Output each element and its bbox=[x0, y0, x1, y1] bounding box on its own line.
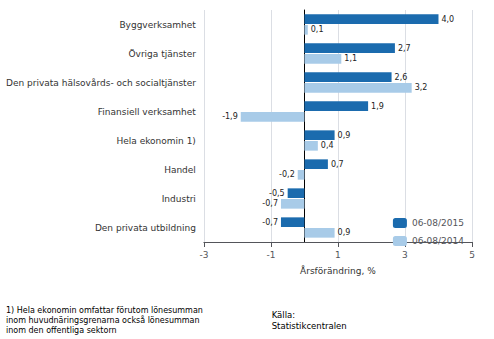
svg-text:Övriga tjänster: Övriga tjänster bbox=[128, 49, 196, 59]
svg-text:inom den offentliga sektorn: inom den offentliga sektorn bbox=[6, 326, 117, 335]
svg-text:5: 5 bbox=[469, 250, 475, 260]
svg-text:Hela ekonomin 1): Hela ekonomin 1) bbox=[116, 136, 195, 146]
svg-text:0,9: 0,9 bbox=[338, 228, 351, 237]
svg-text:Den privata hälsovårds- och so: Den privata hälsovårds- och socialtjänst… bbox=[6, 78, 196, 88]
svg-text:Källa:: Källa: bbox=[272, 310, 295, 320]
svg-text:06-08/2014: 06-08/2014 bbox=[412, 236, 464, 246]
svg-text:0,1: 0,1 bbox=[311, 25, 324, 34]
svg-text:0,4: 0,4 bbox=[321, 141, 334, 150]
svg-text:1,9: 1,9 bbox=[371, 102, 384, 111]
svg-text:-0,7: -0,7 bbox=[262, 218, 278, 227]
svg-text:Statistikcentralen: Statistikcentralen bbox=[272, 321, 347, 331]
svg-text:1: 1 bbox=[335, 250, 341, 260]
svg-text:0,7: 0,7 bbox=[331, 160, 344, 169]
svg-text:0,9: 0,9 bbox=[338, 131, 351, 140]
svg-text:Finansiell verksamhet: Finansiell verksamhet bbox=[98, 107, 197, 117]
svg-text:3,2: 3,2 bbox=[415, 83, 428, 92]
svg-text:-1: -1 bbox=[266, 250, 275, 260]
svg-text:2,6: 2,6 bbox=[395, 73, 408, 82]
svg-text:-0,7: -0,7 bbox=[262, 199, 278, 208]
svg-text:-0,5: -0,5 bbox=[269, 189, 285, 198]
svg-text:Byggverksamhet: Byggverksamhet bbox=[119, 20, 196, 30]
svg-text:1) Hela ekonomin omfattar föru: 1) Hela ekonomin omfattar förutom lönesu… bbox=[6, 306, 203, 315]
svg-text:Industri: Industri bbox=[162, 194, 196, 204]
svg-text:3: 3 bbox=[402, 250, 408, 260]
svg-text:Årsförändring, %: Årsförändring, % bbox=[300, 265, 376, 276]
svg-text:-1,9: -1,9 bbox=[222, 112, 238, 121]
svg-text:-3: -3 bbox=[199, 250, 208, 260]
svg-text:Den privata utbildning: Den privata utbildning bbox=[95, 223, 196, 233]
svg-text:-0,2: -0,2 bbox=[279, 170, 295, 179]
svg-text:06-08/2015: 06-08/2015 bbox=[412, 218, 464, 228]
svg-text:4,0: 4,0 bbox=[441, 15, 454, 24]
svg-text:Handel: Handel bbox=[164, 165, 196, 175]
svg-text:1,1: 1,1 bbox=[344, 54, 357, 63]
svg-text:2,7: 2,7 bbox=[398, 44, 411, 53]
svg-text:inom huvudnäringsgrenarna ocks: inom huvudnäringsgrenarna också lönesumm… bbox=[6, 315, 200, 325]
